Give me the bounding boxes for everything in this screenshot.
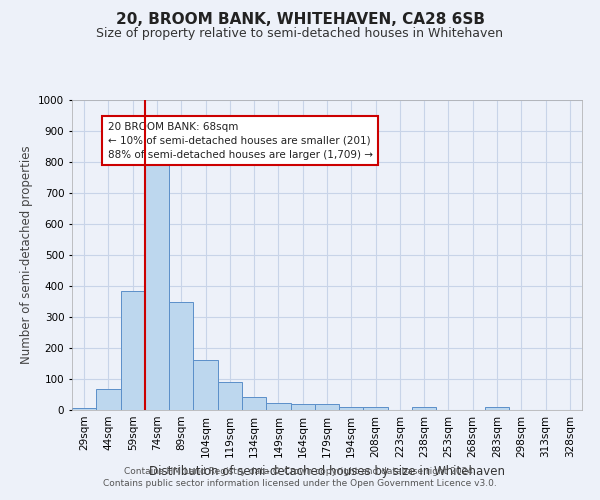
Bar [290,404,315,410]
Bar [485,407,509,410]
Text: Contains HM Land Registry data © Crown copyright and database right 2024.
Contai: Contains HM Land Registry data © Crown c… [103,466,497,487]
Bar [96,389,121,410]
Bar [169,302,193,410]
Bar [121,292,145,410]
Text: 20 BROOM BANK: 68sqm
← 10% of semi-detached houses are smaller (201)
88% of semi: 20 BROOM BANK: 68sqm ← 10% of semi-detac… [108,122,373,160]
Bar [412,407,436,410]
Bar [193,360,218,410]
Y-axis label: Number of semi-detached properties: Number of semi-detached properties [20,146,32,364]
Bar [72,408,96,410]
Bar [339,407,364,410]
Bar [364,407,388,410]
Text: 20, BROOM BANK, WHITEHAVEN, CA28 6SB: 20, BROOM BANK, WHITEHAVEN, CA28 6SB [115,12,485,28]
Bar [218,382,242,410]
Text: Size of property relative to semi-detached houses in Whitehaven: Size of property relative to semi-detach… [97,28,503,40]
Bar [315,404,339,410]
Bar [145,160,169,410]
X-axis label: Distribution of semi-detached houses by size in Whitehaven: Distribution of semi-detached houses by … [149,466,505,478]
Bar [266,403,290,410]
Bar [242,396,266,410]
